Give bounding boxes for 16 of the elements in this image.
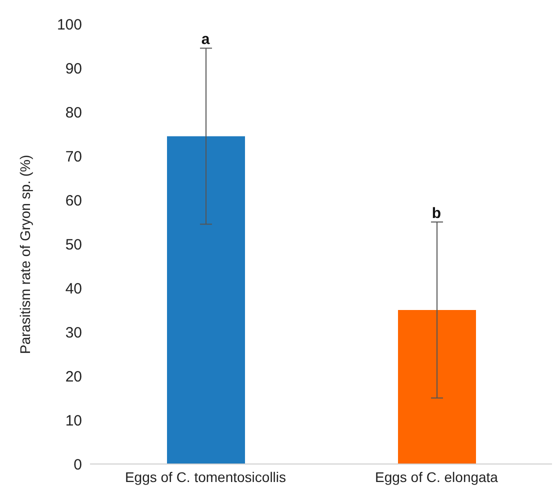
y-tick-label: 0 bbox=[74, 456, 82, 474]
y-tick-label: 20 bbox=[65, 368, 82, 386]
annotation: b bbox=[432, 205, 442, 222]
x-tick-label: Eggs of C. elongata bbox=[375, 468, 498, 485]
y-tick-label: 40 bbox=[65, 280, 82, 298]
y-tick-label: 100 bbox=[56, 16, 82, 34]
y-axis-title: Parasitism rate of Gryon sp. (%) bbox=[16, 154, 33, 354]
y-tick-label: 60 bbox=[65, 192, 82, 210]
y-tick-label: 70 bbox=[65, 148, 82, 166]
y-tick-label: 50 bbox=[65, 236, 82, 254]
y-tick-label: 10 bbox=[65, 412, 82, 430]
annotation: a bbox=[201, 31, 210, 48]
y-tick-label: 30 bbox=[65, 324, 82, 342]
y-tick-label: 90 bbox=[65, 60, 82, 78]
y-tick-label: 80 bbox=[65, 104, 82, 122]
x-tick-label: Eggs of C. tomentosicollis bbox=[124, 468, 286, 485]
